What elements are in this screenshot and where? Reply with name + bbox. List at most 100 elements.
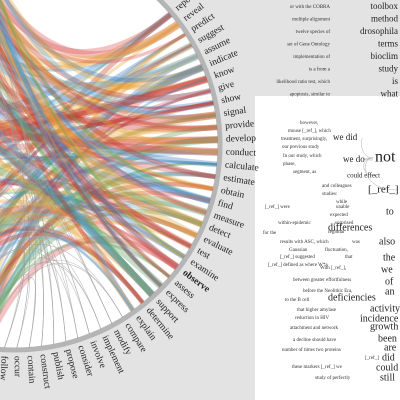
chord xyxy=(0,160,218,226)
concordance-word: is xyxy=(392,76,399,86)
verb-label: occur xyxy=(12,356,22,378)
chord xyxy=(0,220,192,314)
chord xyxy=(0,136,218,348)
chord xyxy=(0,99,55,345)
tree-context: within-epidemic xyxy=(278,221,312,226)
chord xyxy=(0,8,180,271)
chord xyxy=(0,63,204,252)
concordance-context: or with the COBRA xyxy=(290,5,331,10)
tree-context: that xyxy=(345,255,353,260)
chord xyxy=(0,89,211,290)
chord xyxy=(0,149,218,176)
chord xyxy=(0,235,179,348)
concordance-context: set of Gene Ontology xyxy=(287,43,330,48)
chord xyxy=(0,176,186,260)
chord xyxy=(0,0,216,180)
chord xyxy=(0,46,154,297)
chord xyxy=(0,17,180,68)
chord xyxy=(0,130,155,298)
tree-context: With [_ref_], xyxy=(320,266,346,271)
chord xyxy=(0,40,30,348)
tree-context: fluctuation, xyxy=(325,248,348,253)
chord xyxy=(0,200,208,339)
chord xyxy=(0,0,163,288)
chord xyxy=(0,132,144,304)
tree-word: an xyxy=(385,286,394,297)
chord xyxy=(0,205,26,348)
chord xyxy=(0,0,212,205)
tree-context: [_ref_] suggested xyxy=(280,255,315,260)
concordance-word: drosophila xyxy=(360,26,398,36)
chord xyxy=(0,76,208,135)
chord xyxy=(0,44,193,131)
chord xyxy=(0,111,217,253)
tree-word: [_ref_] xyxy=(368,184,399,196)
chord xyxy=(0,111,218,144)
tree-word: could xyxy=(376,362,398,373)
chord xyxy=(0,213,198,304)
chord xyxy=(0,0,37,348)
tree-context: unable xyxy=(336,205,350,210)
chord xyxy=(0,28,204,91)
concordance-word: method xyxy=(371,14,398,24)
chord xyxy=(0,132,155,297)
tree-context: was xyxy=(352,240,360,245)
chord xyxy=(0,113,217,243)
chord xyxy=(0,12,173,71)
tree-context: our previous study xyxy=(282,145,320,150)
tree-context: expected xyxy=(330,213,348,218)
tree-word: also xyxy=(379,236,395,247)
tree-word: still xyxy=(380,372,395,383)
chord xyxy=(0,203,185,259)
chord xyxy=(0,0,135,312)
tree-context: [_ref_] xyxy=(365,356,379,361)
tree-context: for the xyxy=(263,231,277,236)
tree-context: studies: xyxy=(322,192,337,197)
tree-word: could effect xyxy=(347,172,380,180)
chord xyxy=(0,0,204,228)
chord xyxy=(0,0,214,110)
chord xyxy=(0,191,208,247)
chord xyxy=(0,257,102,330)
chord xyxy=(0,231,145,305)
tree-panel xyxy=(255,96,400,400)
chord xyxy=(0,211,155,297)
tree-context: surprised xyxy=(335,221,354,226)
chord xyxy=(0,52,199,152)
concordance-word: toolbox xyxy=(370,1,398,11)
tree-link xyxy=(363,157,374,161)
tree-context: Gaussian xyxy=(289,248,308,253)
chord xyxy=(0,178,203,228)
concordance-context: is a from a xyxy=(309,68,331,73)
tree-context: that higher amylase xyxy=(297,308,337,313)
chord xyxy=(0,100,90,334)
chord xyxy=(0,64,204,256)
verb-label: follow xyxy=(0,355,10,380)
tree-context: [_ref_] defined as where W*a xyxy=(268,263,328,268)
tree-word: we do xyxy=(343,154,365,164)
tree-word: activity xyxy=(370,303,400,314)
tree-context: before the Neolithic Era, xyxy=(303,289,352,294)
chord xyxy=(0,0,218,155)
verb-label: conduct xyxy=(226,148,257,159)
chord xyxy=(0,0,179,270)
verb-label: construct xyxy=(37,354,52,390)
verb-label: provide xyxy=(225,119,255,131)
chord xyxy=(0,32,187,348)
chord xyxy=(0,63,204,348)
chord xyxy=(0,43,193,312)
chord xyxy=(0,137,218,273)
chord xyxy=(0,22,180,177)
chord xyxy=(0,0,217,120)
tree-context: number of times two proteins xyxy=(282,348,341,353)
tree-word: growth xyxy=(370,321,398,332)
chord xyxy=(0,0,181,64)
chord xyxy=(0,162,218,348)
chord xyxy=(0,180,79,339)
tree-context: while xyxy=(336,200,348,205)
tree-context: mouse [_ref_], which xyxy=(288,129,331,134)
chord xyxy=(0,11,79,339)
chord xyxy=(0,112,216,180)
